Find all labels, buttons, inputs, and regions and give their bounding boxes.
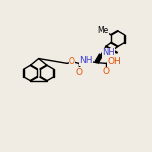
Text: NH: NH: [79, 56, 93, 65]
Text: Me: Me: [97, 26, 108, 35]
Text: O: O: [76, 67, 83, 77]
Text: NH: NH: [102, 48, 115, 57]
Text: O: O: [69, 57, 75, 66]
Text: OH: OH: [108, 57, 121, 66]
Text: O: O: [103, 67, 110, 76]
